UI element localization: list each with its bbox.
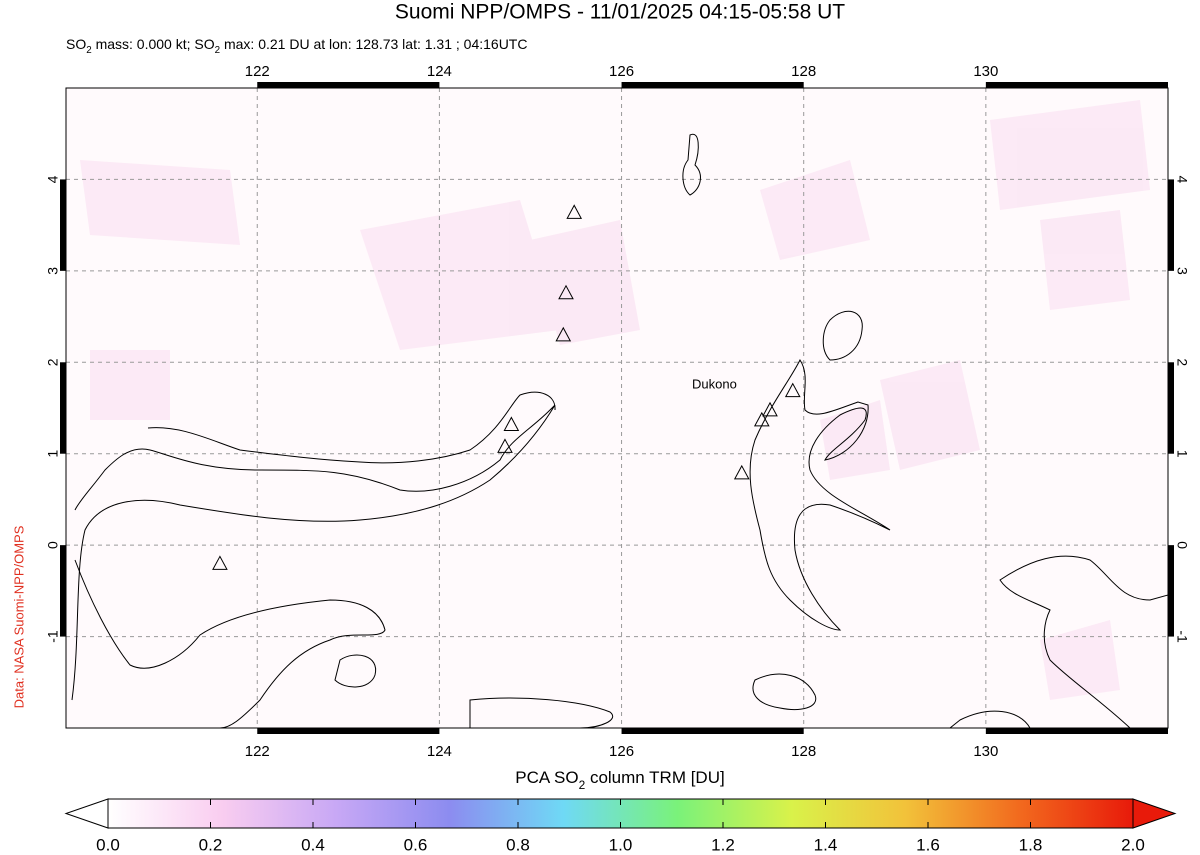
y-tick-label: 1 <box>1174 450 1190 458</box>
colorbar-low-arrow <box>64 798 109 829</box>
colorbar-tick-label: 1.2 <box>711 835 735 854</box>
text-part: SO <box>66 36 86 52</box>
y-tick-label: 2 <box>1174 358 1190 366</box>
x-tick-label: 124 <box>427 63 452 80</box>
subscript: 2 <box>86 45 91 56</box>
y-tick-label: 1 <box>45 450 61 458</box>
volcanoes <box>212 204 801 570</box>
y-tick-label: 0 <box>1174 541 1190 549</box>
x-tick-label: 130 <box>973 63 998 80</box>
colorbar-high-arrow <box>1132 798 1177 829</box>
x-tick-label: 128 <box>791 743 816 760</box>
y-tick-label: 4 <box>45 175 61 183</box>
x-tick-label: 126 <box>609 63 634 80</box>
frame-band <box>621 728 804 734</box>
volcano-marker <box>558 284 574 300</box>
frame-band <box>1168 179 1174 271</box>
y-tick-label: 2 <box>45 358 61 366</box>
frame-band <box>60 362 66 454</box>
x-tick-label: 126 <box>609 743 634 760</box>
subscript: 2 <box>215 45 220 56</box>
frame-band <box>985 82 1168 88</box>
x-tick-label: 124 <box>427 743 452 760</box>
x-tick-label: 130 <box>973 743 998 760</box>
x-tick-label: 122 <box>245 743 270 760</box>
colorbar-tick-label: 1.4 <box>814 835 838 854</box>
colorbar-tick-label: 0.4 <box>301 835 325 854</box>
y-tick-label: -1 <box>1174 630 1190 643</box>
text-part: max: 0.21 DU at lon: 128.73 lat: 1.31 ; … <box>220 36 527 52</box>
subtitle: SO2 mass: 0.000 kt; SO2 max: 0.21 DU at … <box>66 36 527 56</box>
y-tick-label: 3 <box>45 267 61 275</box>
colorbar-tick-label: 1.6 <box>916 835 940 854</box>
frame-band <box>1168 545 1174 637</box>
plot-background <box>66 88 1168 728</box>
text-part: mass: 0.000 kt; SO <box>92 36 215 52</box>
x-tick-label: 122 <box>245 63 270 80</box>
colorbar-tick-label: 0.6 <box>404 835 428 854</box>
volcano-marker <box>762 401 778 417</box>
coastlines <box>71 133 1168 728</box>
volcano-marker <box>733 464 750 480</box>
frame-band <box>985 728 1168 734</box>
text-part: PCA SO <box>515 768 578 787</box>
colorbar-tick-label: 1.0 <box>609 835 633 854</box>
volcano-marker <box>497 438 513 453</box>
frame-band <box>1168 362 1174 454</box>
map-frame <box>60 82 1174 734</box>
volcano-marker <box>753 411 770 427</box>
colorbar-tick-label: 2.0 <box>1121 835 1145 854</box>
frame-band <box>60 179 66 271</box>
y-tick-label: -1 <box>45 630 61 643</box>
frame-band <box>257 728 440 734</box>
grid <box>66 88 1168 728</box>
colorbar-tick-label: 1.8 <box>1019 835 1043 854</box>
colorbar-tick-label: 0.8 <box>506 835 530 854</box>
colorbar-label: PCA SO2 column TRM [DU] <box>515 768 724 792</box>
chart-title: Suomi NPP/OMPS - 11/01/2025 04:15-05:58 … <box>395 1 845 24</box>
volcano-marker <box>212 555 228 570</box>
colorbar-tick-label: 0.2 <box>199 835 223 854</box>
frame-band <box>60 545 66 637</box>
frame-band <box>621 82 804 88</box>
volcano-marker <box>503 416 520 431</box>
volcano-marker <box>555 326 572 342</box>
y-tick-label: 4 <box>1174 176 1190 184</box>
text-part: column TRM [DU] <box>585 768 725 787</box>
y-tick-label: 0 <box>45 541 61 549</box>
x-tick-label: 128 <box>791 63 816 80</box>
frame-band <box>257 82 440 88</box>
colorbar-tick-label: 0.0 <box>96 835 120 854</box>
subscript: 2 <box>579 778 586 792</box>
colorbar: 0.0 0.2 0.4 0.6 0.8 1.0 1.2 1.4 1.6 1.8 2.0 <box>64 798 1177 854</box>
volcano-annotation: Dukono <box>692 376 737 391</box>
volcano-marker <box>566 204 583 219</box>
y-tick-label: 3 <box>1174 267 1190 275</box>
volcano-marker <box>784 382 801 398</box>
source-note: Data: NASA Suomi-NPP/OMPS <box>11 525 26 708</box>
